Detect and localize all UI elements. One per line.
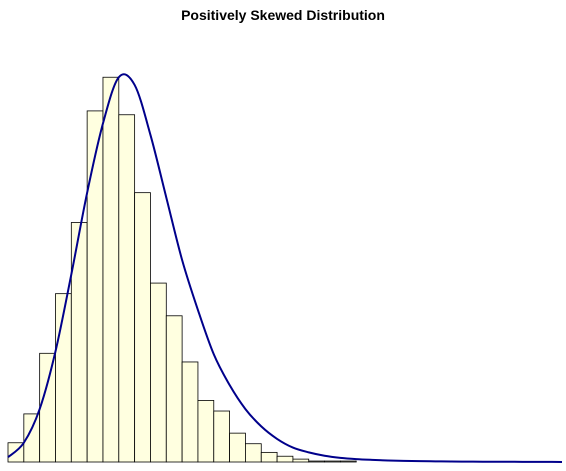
histogram-bar [181, 361, 199, 463]
histogram-bar [324, 460, 341, 463]
histogram-bar [276, 455, 294, 463]
density-curve [7, 73, 563, 463]
histogram-bar [150, 282, 167, 463]
histogram-bar [134, 192, 151, 463]
histogram-bar [118, 114, 136, 463]
histogram-bar [260, 451, 278, 463]
histogram-bar [102, 76, 120, 463]
histogram-bar [339, 460, 357, 463]
chart-title: Positively Skewed Distribution [181, 7, 385, 23]
histogram-bar [292, 458, 310, 463]
histogram-bar [197, 400, 215, 463]
histogram-bar [245, 443, 262, 463]
histogram-bars [7, 76, 357, 463]
histogram-bar [39, 352, 56, 463]
histogram-bar [308, 460, 325, 463]
histogram-bar [165, 315, 183, 463]
histogram-bar [86, 110, 104, 463]
histogram-bar [229, 432, 246, 463]
histogram-bar [213, 410, 230, 463]
